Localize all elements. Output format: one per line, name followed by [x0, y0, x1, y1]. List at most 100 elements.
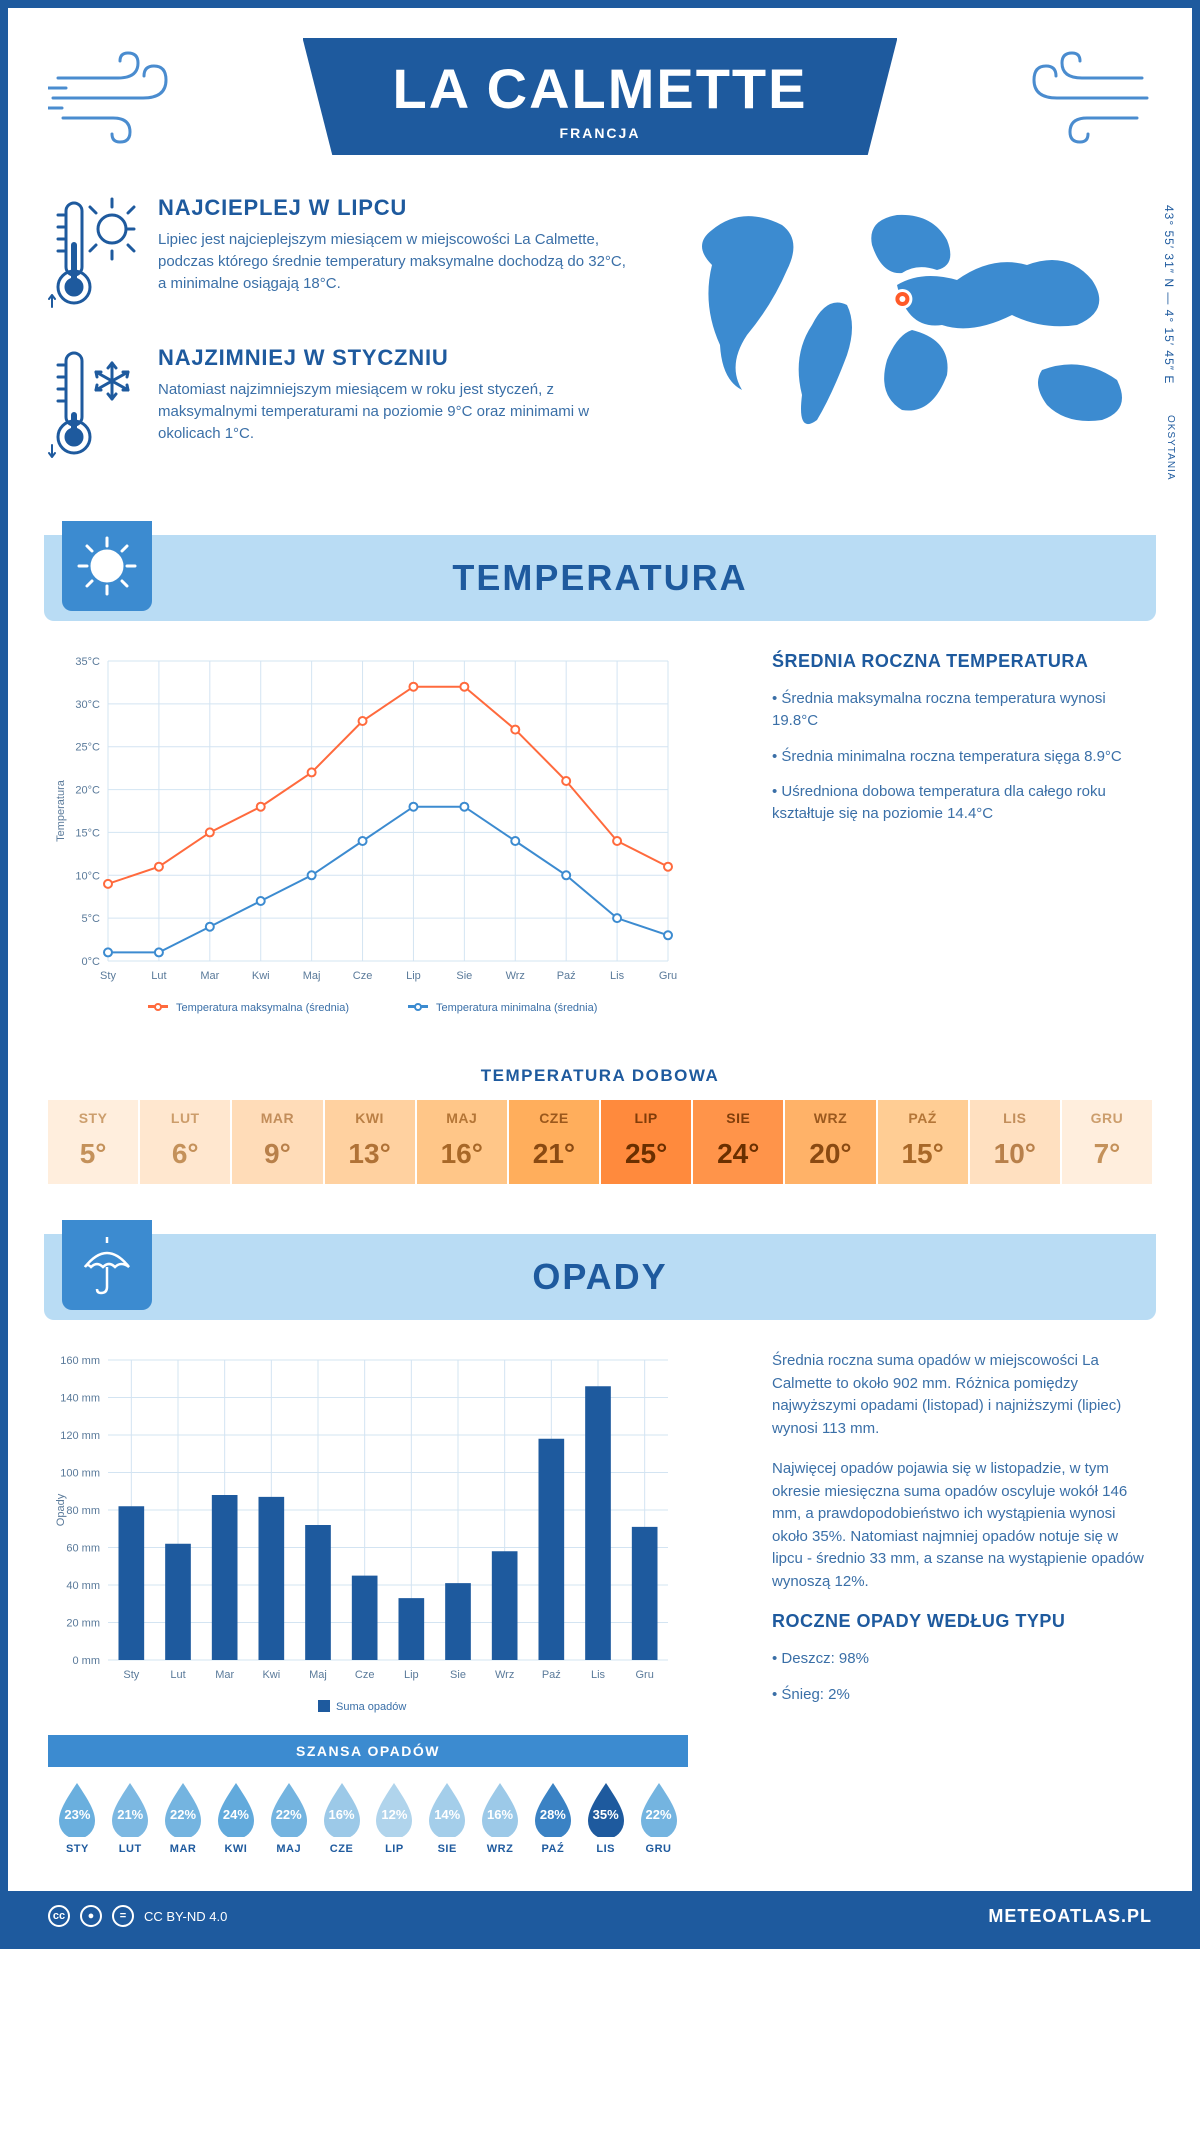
- subtitle: FRANCJA: [393, 125, 808, 141]
- svg-text:Lip: Lip: [406, 970, 421, 982]
- svg-text:15°C: 15°C: [75, 827, 100, 839]
- fact-hottest: NAJCIEPLEJ W LIPCU Lipiec jest najcieple…: [48, 195, 632, 315]
- svg-text:0°C: 0°C: [82, 956, 101, 968]
- svg-text:25°C: 25°C: [75, 742, 100, 754]
- title-banner: LA CALMETTE FRANCJA: [303, 38, 898, 155]
- svg-text:Suma opadów: Suma opadów: [336, 1701, 406, 1713]
- wind-icon: [1012, 48, 1152, 148]
- chance-title: SZANSA OPADÓW: [48, 1735, 688, 1767]
- rain-chance-cell: 28% PAŹ: [529, 1781, 576, 1855]
- footer: cc ● = CC BY-ND 4.0 METEOATLAS.PL: [8, 1891, 1192, 1941]
- svg-text:Lut: Lut: [170, 1669, 185, 1681]
- precipitation-chart: 0 mm 20 mm 40 mm 60 mm 80 mm 100 mm 120 mm 140 …: [48, 1350, 732, 1735]
- rain-chance-cell: 24% KWI: [212, 1781, 259, 1855]
- svg-text:Maj: Maj: [303, 970, 321, 982]
- daily-temp-cell: LIS10°: [970, 1100, 1060, 1184]
- svg-text:20 mm: 20 mm: [66, 1618, 100, 1630]
- coords-label: 43° 55′ 31″ N — 4° 15′ 45″ E: [1162, 205, 1176, 384]
- svg-text:140 mm: 140 mm: [60, 1393, 100, 1405]
- svg-text:Kwi: Kwi: [252, 970, 270, 982]
- svg-text:40 mm: 40 mm: [66, 1580, 100, 1592]
- precip-type-bullet: • Śnieg: 2%: [772, 1684, 1152, 1706]
- svg-text:Temperatura: Temperatura: [55, 779, 67, 842]
- svg-text:35°C: 35°C: [75, 656, 100, 668]
- map-svg: [672, 195, 1152, 455]
- svg-text:Temperatura minimalna (średnia: Temperatura minimalna (średnia): [436, 1002, 597, 1014]
- temp-bullet: • Uśredniona dobowa temperatura dla całe…: [772, 781, 1152, 825]
- svg-text:Gru: Gru: [659, 970, 677, 982]
- svg-text:Wrz: Wrz: [495, 1669, 514, 1681]
- thermometer-snow-icon: [48, 345, 138, 465]
- svg-text:Wrz: Wrz: [506, 970, 525, 982]
- temp-heading: TEMPERATURA: [64, 557, 1136, 599]
- svg-text:30°C: 30°C: [75, 699, 100, 711]
- daily-temp-cell: GRU7°: [1062, 1100, 1152, 1184]
- daily-temp-cell: SIE24°: [693, 1100, 783, 1184]
- daily-temp-cell: MAR9°: [232, 1100, 322, 1184]
- svg-text:Sie: Sie: [456, 970, 472, 982]
- svg-text:Lis: Lis: [610, 970, 625, 982]
- svg-text:20°C: 20°C: [75, 785, 100, 797]
- umbrella-icon: [62, 1220, 152, 1310]
- svg-text:Opady: Opady: [55, 1493, 67, 1526]
- rain-chance-cell: 23% STY: [54, 1781, 101, 1855]
- svg-text:Paź: Paź: [557, 970, 576, 982]
- rain-chance-cell: 35% LIS: [582, 1781, 629, 1855]
- temp-bullet: • Średnia minimalna roczna temperatura s…: [772, 746, 1152, 768]
- daily-temp-cell: KWI13°: [325, 1100, 415, 1184]
- svg-text:Sie: Sie: [450, 1669, 466, 1681]
- svg-text:Mar: Mar: [215, 1669, 234, 1681]
- svg-text:Cze: Cze: [355, 1669, 375, 1681]
- rain-chance-cell: 22% MAR: [160, 1781, 207, 1855]
- svg-text:Lis: Lis: [591, 1669, 606, 1681]
- daily-temp-cell: WRZ20°: [785, 1100, 875, 1184]
- temperature-chart: 0°C5°C10°C15°C20°C25°C30°C35°CStyLutMarK…: [48, 651, 732, 1036]
- header: LA CALMETTE FRANCJA: [48, 38, 1152, 185]
- section-precipitation: OPADY: [44, 1234, 1156, 1320]
- svg-text:Kwi: Kwi: [262, 1669, 280, 1681]
- svg-text:0 mm: 0 mm: [73, 1655, 101, 1667]
- fact-cold-body: Natomiast najzimniejszym miesiącem w rok…: [158, 379, 632, 444]
- fact-hot-body: Lipiec jest najcieplejszym miesiącem w m…: [158, 229, 632, 294]
- precip-heading: OPADY: [64, 1256, 1136, 1298]
- daily-temp-cell: MAJ16°: [417, 1100, 507, 1184]
- svg-text:80 mm: 80 mm: [66, 1505, 100, 1517]
- svg-text:Paź: Paź: [542, 1669, 561, 1681]
- wind-icon: [48, 48, 188, 148]
- by-icon: ●: [80, 1905, 102, 1927]
- rain-chance-cell: 22% MAJ: [265, 1781, 312, 1855]
- fact-cold-title: NAJZIMNIEJ W STYCZNIU: [158, 345, 632, 371]
- precip-para: Najwięcej opadów pojawia się w listopadz…: [772, 1458, 1152, 1593]
- svg-text:Gru: Gru: [635, 1669, 653, 1681]
- fact-coldest: NAJZIMNIEJ W STYCZNIU Natomiast najzimni…: [48, 345, 632, 465]
- temp-side-heading: ŚREDNIA ROCZNA TEMPERATURA: [772, 651, 1152, 672]
- world-map: 43° 55′ 31″ N — 4° 15′ 45″ E OKSYTANIA: [672, 195, 1152, 495]
- svg-text:Maj: Maj: [309, 1669, 327, 1681]
- svg-text:160 mm: 160 mm: [60, 1355, 100, 1367]
- rain-chance-cell: 21% LUT: [107, 1781, 154, 1855]
- rain-chance-cell: 12% LIP: [371, 1781, 418, 1855]
- title: LA CALMETTE: [393, 56, 808, 121]
- license-text: CC BY-ND 4.0: [144, 1909, 227, 1924]
- nd-icon: =: [112, 1905, 134, 1927]
- cc-icon: cc: [48, 1905, 70, 1927]
- daily-temp-cell: CZE21°: [509, 1100, 599, 1184]
- svg-text:Temperatura maksymalna (średni: Temperatura maksymalna (średnia): [176, 1002, 349, 1014]
- svg-text:120 mm: 120 mm: [60, 1430, 100, 1442]
- precip-type-heading: ROCZNE OPADY WEDŁUG TYPU: [772, 1611, 1152, 1632]
- rain-chance-row: 23% STY 21% LUT 22% MAR 24% KWI: [48, 1767, 688, 1861]
- thermometer-sun-icon: [48, 195, 138, 315]
- svg-text:60 mm: 60 mm: [66, 1543, 100, 1555]
- svg-text:Sty: Sty: [100, 970, 116, 982]
- daily-temp-grid: STY5° LUT6° MAR9° KWI13° MAJ16° CZE21° L…: [48, 1100, 1152, 1184]
- temp-bullet: • Średnia maksymalna roczna temperatura …: [772, 688, 1152, 732]
- region-label: OKSYTANIA: [1165, 415, 1176, 481]
- precip-type-bullet: • Deszcz: 98%: [772, 1648, 1152, 1670]
- sun-icon: [62, 521, 152, 611]
- svg-text:100 mm: 100 mm: [60, 1468, 100, 1480]
- daily-temp-cell: LUT6°: [140, 1100, 230, 1184]
- site-name: METEOATLAS.PL: [988, 1906, 1152, 1927]
- svg-text:Cze: Cze: [353, 970, 373, 982]
- rain-chance-cell: 16% CZE: [318, 1781, 365, 1855]
- daily-temp-cell: LIP25°: [601, 1100, 691, 1184]
